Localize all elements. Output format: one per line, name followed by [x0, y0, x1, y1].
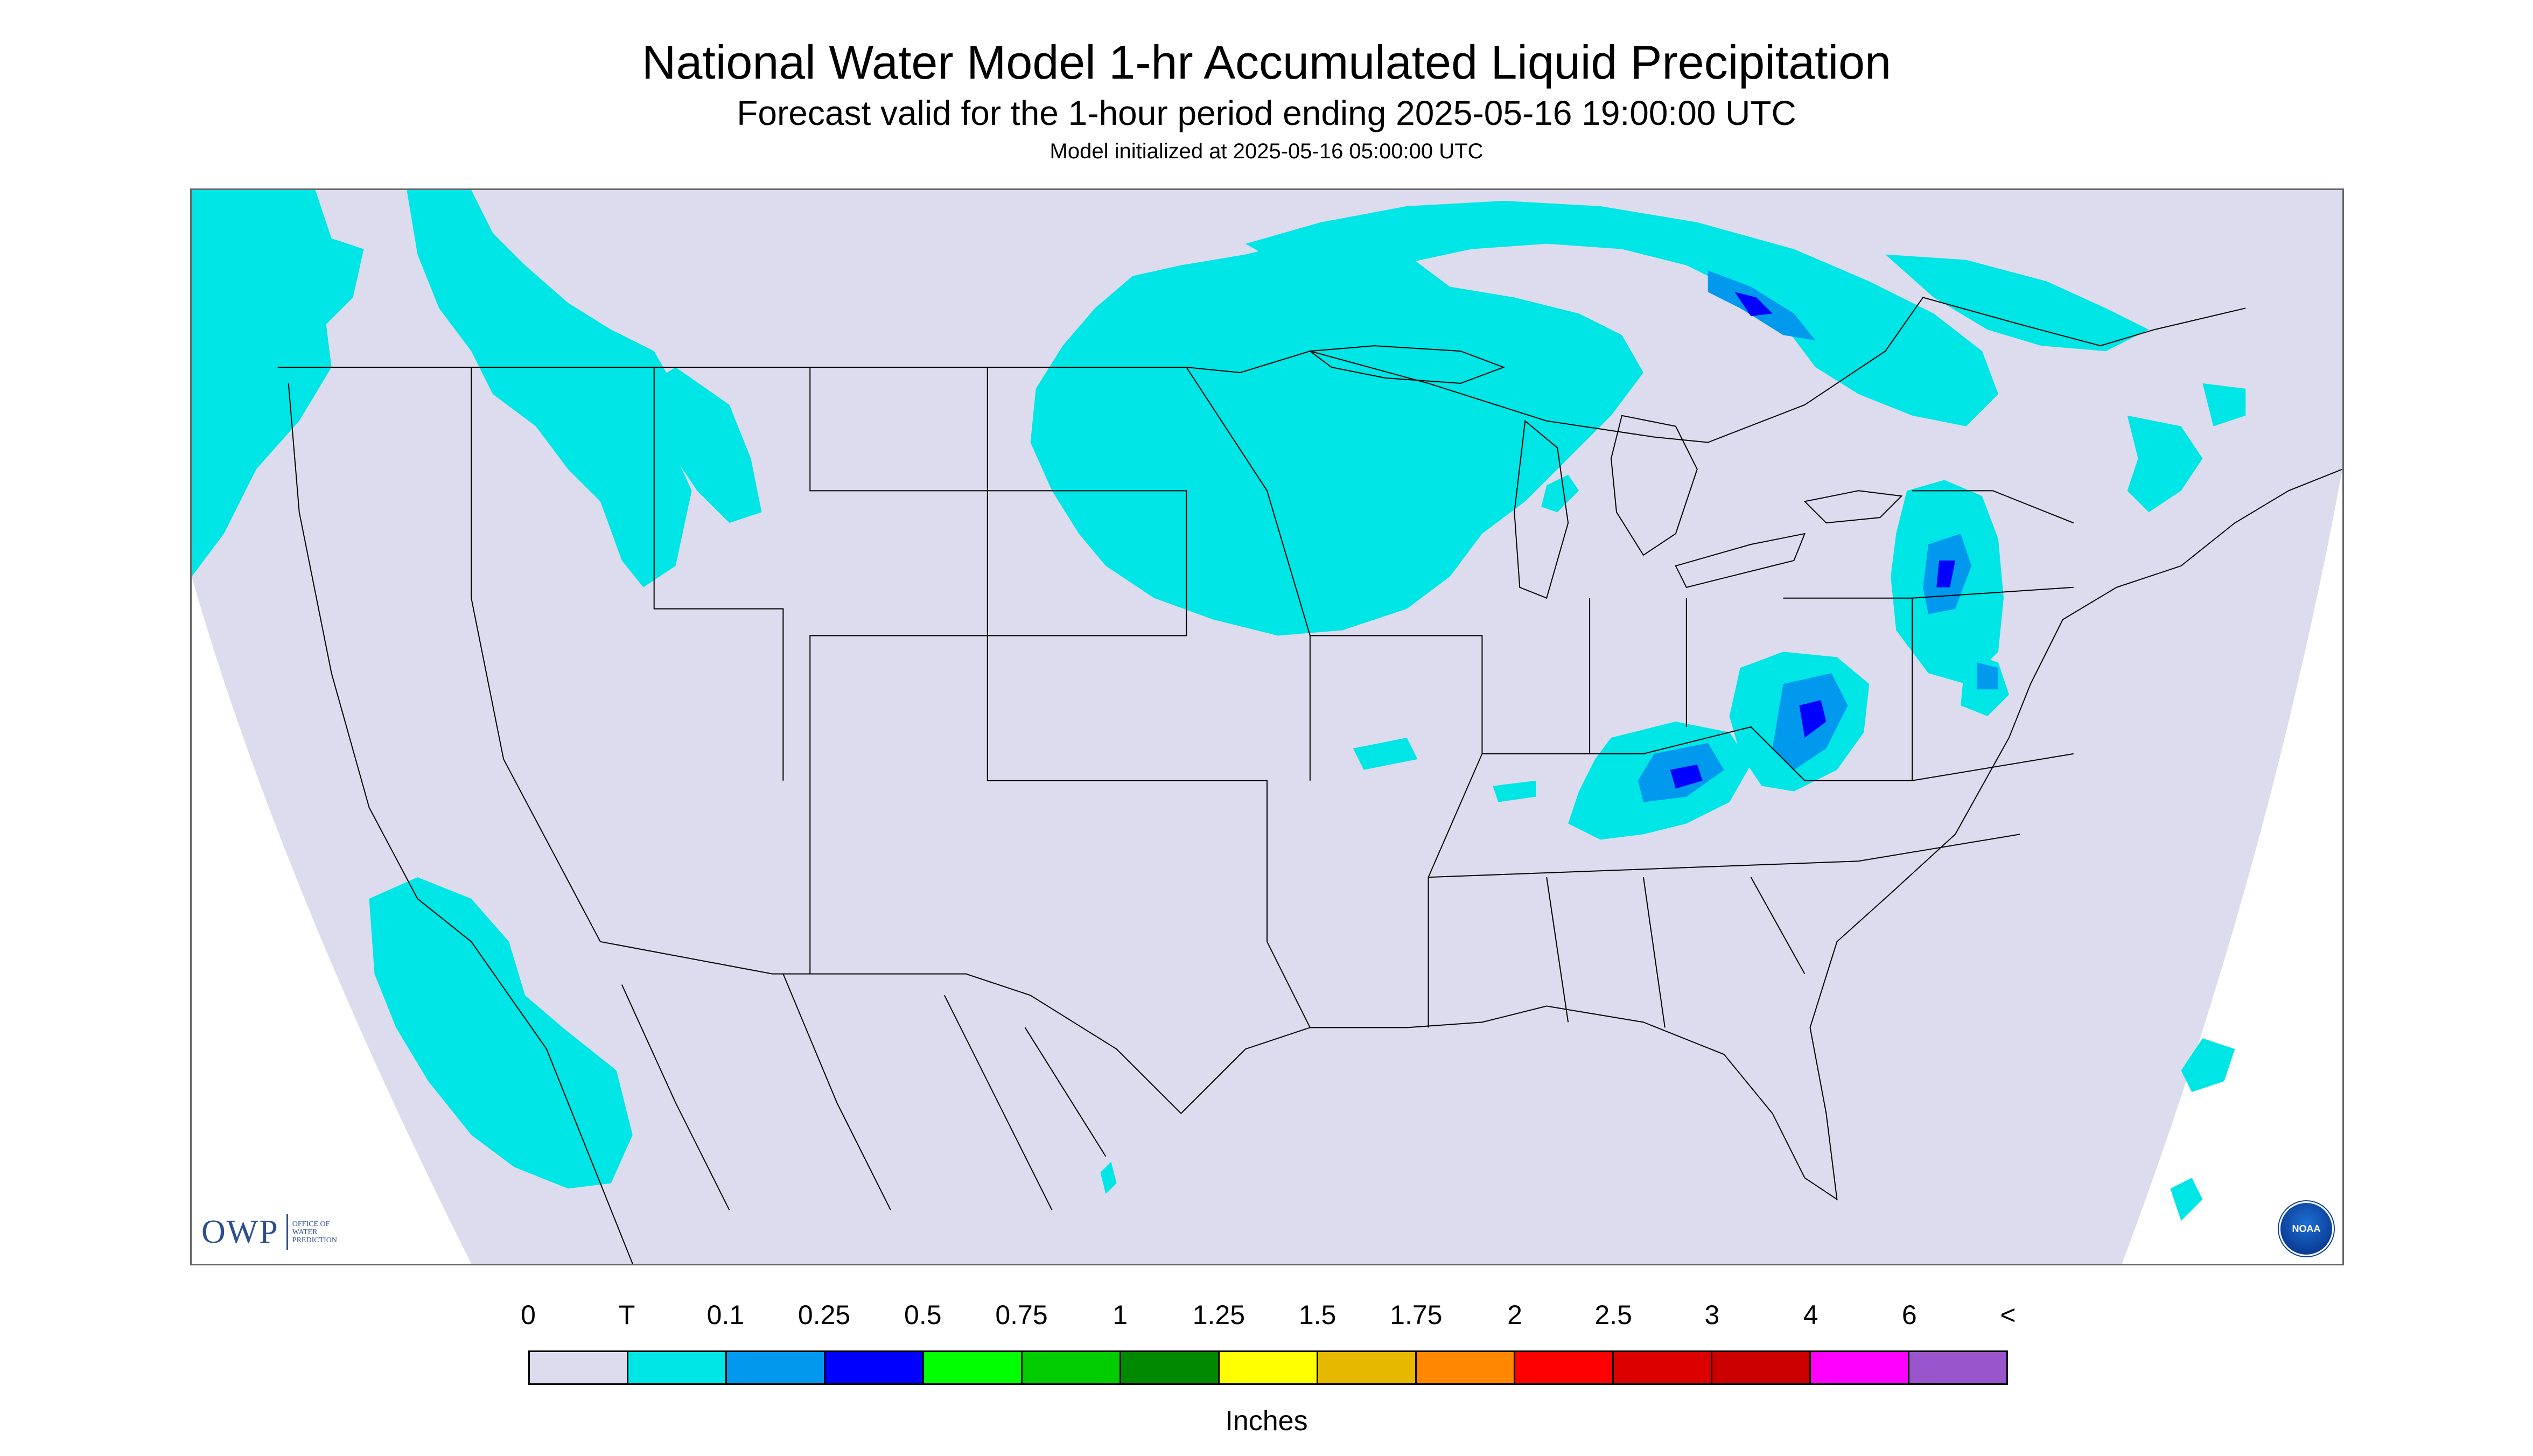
precip-texas-small: [1353, 737, 1418, 770]
precip-light-new-jersey: [1977, 662, 1998, 690]
us-canada-border: [277, 297, 2246, 443]
map-svg: [192, 190, 2342, 1264]
state-line-6: [1186, 367, 1311, 781]
precip-northeast-canada: [1885, 254, 2149, 352]
precip-mod-virginia: [1799, 700, 1827, 738]
map-subtitle: Forecast valid for the 1-hour period end…: [737, 94, 1796, 132]
legend-color-bar: [528, 1350, 2008, 1385]
us-mexico-border: [600, 941, 1181, 1114]
precip-mod-kentucky: [1670, 764, 1703, 789]
legend-label: 2.5: [1594, 1300, 1632, 1330]
legend-labels: 0 T 0.1 0.25 0.5 0.75 1 1.25 1.5 1.75 2 2.5 3 4 6 <: [0, 1299, 2533, 1336]
precip-kentucky-small: [1493, 780, 1536, 802]
legend-label: 3: [1704, 1300, 1720, 1330]
noaa-logo-icon: NOAA: [2279, 1201, 2334, 1256]
precip-northern-plains: [1030, 222, 1643, 636]
precipitation-map: OWP Office of Water Prediction NOAA: [190, 188, 2344, 1265]
precip-idaho-montana: [407, 190, 692, 587]
lake-superior: [1309, 345, 1506, 384]
legend-swatch: [924, 1352, 1023, 1383]
legend-label: 1.5: [1298, 1300, 1337, 1330]
legend-label: 1.75: [1390, 1300, 1443, 1330]
legend-label: 0.75: [995, 1300, 1048, 1330]
legend-swatch: [1515, 1352, 1614, 1383]
legend-label: 4: [1803, 1300, 1818, 1330]
legend-label: <: [2000, 1300, 2016, 1330]
state-line-4: [986, 367, 1187, 636]
precip-mexico-small: [1100, 1161, 1117, 1194]
lake-erie: [1675, 533, 1806, 588]
legend-swatch: [1023, 1352, 1121, 1383]
state-line-2: [653, 367, 784, 781]
precip-new-england: [2127, 415, 2203, 513]
model-init-line: Model initialized at 2025-05-16 05:00:00…: [1049, 139, 1484, 163]
legend-units: Inches: [1225, 1405, 1308, 1437]
owp-logo-mark: OWP: [201, 1214, 288, 1250]
lake-ontario: [1803, 490, 1903, 524]
west-coast: [288, 383, 633, 1264]
precip-mod-great-lakes: [1734, 292, 1773, 317]
legend-label: 2: [1507, 1300, 1522, 1330]
legend-swatch: [1909, 1352, 2006, 1383]
precip-michigan-streak: [1363, 469, 1504, 609]
legend-label: 1: [1112, 1300, 1128, 1330]
state-line-8: [1482, 726, 2074, 781]
legend-swatch: [1220, 1352, 1318, 1383]
owp-logo-line2: Water: [292, 1228, 318, 1236]
legend-label: 0.25: [797, 1300, 851, 1330]
state-line-10: [1428, 834, 2020, 878]
legend-label: T: [618, 1300, 635, 1330]
legend-label: 6: [1901, 1300, 1917, 1330]
lake-huron: [1611, 415, 1698, 556]
state-line-12: [1912, 490, 2074, 781]
state-line-1: [471, 367, 601, 942]
owp-logo-line3: Prediction: [292, 1236, 338, 1244]
map-boundaries: [277, 297, 2342, 1264]
legend-swatch: [1417, 1352, 1515, 1383]
state-line-5: [986, 635, 1311, 1028]
legend-swatch: [530, 1352, 628, 1383]
state-line-9: [1546, 877, 1806, 1028]
owp-logo-line1: Office of: [292, 1220, 330, 1228]
mexico-lines: [621, 974, 1107, 1210]
legend-swatch: [825, 1352, 924, 1383]
precip-maine: [2202, 383, 2246, 426]
legend-label: 0: [521, 1300, 536, 1330]
precip-moderate-areas: [1670, 292, 1956, 789]
owp-logo: OWP Office of Water Prediction: [201, 1213, 337, 1251]
precip-southern-california: [369, 877, 633, 1189]
legend-swatch: [727, 1352, 825, 1383]
legend-swatch: [1121, 1352, 1220, 1383]
precip-atlantic-small: [2170, 1178, 2203, 1221]
legend-label: 0.5: [904, 1300, 942, 1330]
precip-gulf-of-california: [493, 1060, 536, 1135]
legend-swatch: [1318, 1352, 1417, 1383]
precip-montana-west: [632, 367, 762, 523]
owp-logo-text: Office of Water Prediction: [288, 1220, 337, 1244]
legend-swatch: [1811, 1352, 1909, 1383]
legend-swatch: [1614, 1352, 1712, 1383]
legend-label: 1.25: [1192, 1300, 1245, 1330]
legend-label: 0.1: [706, 1300, 745, 1330]
precip-mod-pennsylvania: [1936, 560, 1956, 587]
gulf-coast: [1180, 468, 2342, 1201]
map-title: National Water Model 1-hr Accumulated Li…: [641, 36, 1892, 89]
precip-upper-michigan: [1541, 474, 1579, 513]
lake-michigan: [1514, 419, 1569, 599]
precip-pacific-northwest: [192, 190, 364, 577]
legend-swatch: [1712, 1352, 1811, 1383]
precip-bahamas: [2181, 1038, 2235, 1092]
legend-swatch: [628, 1352, 727, 1383]
